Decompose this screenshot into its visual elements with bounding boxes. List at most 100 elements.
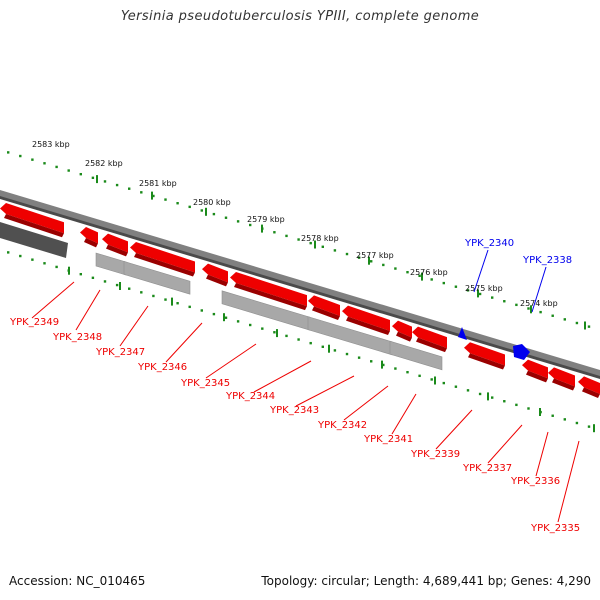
tick-mark bbox=[333, 249, 337, 252]
tick-mark bbox=[212, 312, 216, 316]
reverse-gene-arrow bbox=[392, 320, 412, 338]
tick-mark bbox=[200, 209, 203, 212]
tick-mark bbox=[406, 270, 409, 274]
reverse-gene-leader bbox=[487, 424, 523, 464]
tick-mark bbox=[188, 305, 191, 309]
reverse-gene-arrow bbox=[0, 203, 64, 234]
reverse-gene-arrow-shade bbox=[234, 283, 307, 311]
tick-mark bbox=[55, 265, 58, 269]
tick-mark bbox=[273, 331, 276, 334]
reverse-gene-label: YPK_2337 bbox=[462, 463, 512, 474]
tick-mark bbox=[7, 251, 10, 254]
forward-gene-label: YPK_2340 bbox=[464, 238, 514, 249]
reverse-gene-leader bbox=[343, 385, 389, 421]
topology-label: Topology: circular; Length: 4,689,441 bp… bbox=[261, 574, 591, 588]
tick-mark bbox=[394, 367, 397, 370]
tick-mark bbox=[527, 307, 530, 310]
tick-mark bbox=[249, 323, 252, 327]
tick-mark bbox=[515, 303, 518, 307]
tick-mark bbox=[357, 256, 361, 259]
tick-mark bbox=[418, 374, 421, 378]
map-title: Yersinia pseudotuberculosis YPIII, compl… bbox=[120, 9, 480, 24]
tick-mark bbox=[551, 414, 554, 417]
reverse-gene-arrow-shade bbox=[468, 353, 505, 370]
reverse-gene-arrow bbox=[522, 359, 548, 379]
reverse-gene-label: YPK_2341 bbox=[363, 434, 413, 445]
reverse-gene-arrow-shade bbox=[526, 370, 548, 383]
tick-mark bbox=[128, 187, 131, 190]
reverse-gene-leader bbox=[535, 431, 549, 477]
tick-mark bbox=[382, 263, 385, 267]
tick-mark bbox=[176, 302, 179, 305]
outer-scale-ticks bbox=[7, 151, 591, 330]
reverse-gene-label: YPK_2344 bbox=[225, 391, 275, 402]
tick-mark bbox=[140, 191, 143, 194]
reverse-gene-label: YPK_2345 bbox=[180, 378, 230, 389]
tick-mark bbox=[575, 421, 579, 425]
tick-mark bbox=[261, 327, 264, 330]
tick-mark bbox=[128, 287, 131, 290]
tick-mark bbox=[491, 296, 494, 299]
tick-mark bbox=[273, 231, 276, 234]
reverse-gene-label: YPK_2347 bbox=[95, 347, 145, 358]
reverse-gene-arrow-shade bbox=[84, 238, 98, 248]
reverse-gene-leader bbox=[205, 343, 257, 379]
forward-gene-arrow bbox=[458, 327, 467, 340]
tick-mark bbox=[503, 400, 506, 403]
tick-mark bbox=[539, 310, 542, 314]
rna-track-feature bbox=[389, 340, 443, 371]
scale-label: 2574 kbp bbox=[520, 299, 558, 308]
tick-mark bbox=[285, 234, 288, 238]
tick-mark bbox=[466, 289, 470, 292]
tick-mark bbox=[164, 298, 167, 301]
tick-mark bbox=[200, 309, 203, 312]
tick-mark bbox=[491, 396, 494, 399]
scale-label: 2575 kbp bbox=[465, 284, 503, 293]
tick-mark bbox=[309, 341, 312, 345]
tick-mark bbox=[551, 314, 554, 317]
tick-mark bbox=[91, 276, 95, 280]
reverse-gene-leader bbox=[75, 289, 101, 331]
reverse-gene-leader bbox=[165, 322, 203, 363]
rna-track-feature bbox=[95, 252, 127, 276]
tick-mark bbox=[503, 300, 506, 303]
reverse-gene-arrow bbox=[80, 227, 98, 244]
tick-mark bbox=[430, 278, 433, 281]
tick-mark bbox=[333, 349, 337, 352]
tick-mark bbox=[164, 198, 167, 201]
tick-mark bbox=[321, 345, 324, 348]
accession-label: Accession: NC_010465 bbox=[9, 574, 146, 588]
tick-mark bbox=[370, 360, 373, 363]
tick-mark bbox=[43, 262, 46, 265]
tick-mark bbox=[140, 291, 143, 294]
tick-mark bbox=[103, 280, 107, 283]
tick-mark bbox=[430, 378, 433, 381]
tick-mark bbox=[357, 356, 361, 359]
tick-mark bbox=[406, 370, 409, 374]
reverse-gene-arrow-shade bbox=[4, 214, 64, 238]
scale-label: 2582 kbp bbox=[85, 159, 123, 168]
tick-mark bbox=[249, 223, 252, 227]
tick-mark bbox=[466, 389, 470, 392]
forward-gene-arrow bbox=[513, 344, 530, 360]
scale-label: 2577 kbp bbox=[356, 251, 394, 260]
reverse-gene-label: YPK_2343 bbox=[269, 405, 319, 416]
tick-mark bbox=[418, 274, 421, 278]
forward-gene-leader bbox=[473, 249, 489, 293]
scale-label: 2576 kbp bbox=[410, 268, 448, 277]
reverse-gene-leader bbox=[31, 281, 75, 319]
tick-mark bbox=[103, 180, 107, 183]
reverse-gene-arrow-shade bbox=[206, 274, 228, 287]
tick-mark bbox=[309, 241, 312, 245]
tick-mark bbox=[478, 392, 482, 396]
reverse-gene-label: YPK_2342 bbox=[317, 420, 367, 431]
tick-mark bbox=[297, 338, 300, 341]
tick-mark bbox=[587, 425, 591, 428]
reverse-gene-arrow bbox=[548, 367, 575, 387]
tick-mark bbox=[224, 216, 228, 219]
inner-scale-ticks bbox=[7, 251, 595, 433]
tick-mark bbox=[31, 258, 34, 261]
reverse-gene-arrow bbox=[412, 326, 447, 349]
tick-mark bbox=[115, 183, 119, 187]
